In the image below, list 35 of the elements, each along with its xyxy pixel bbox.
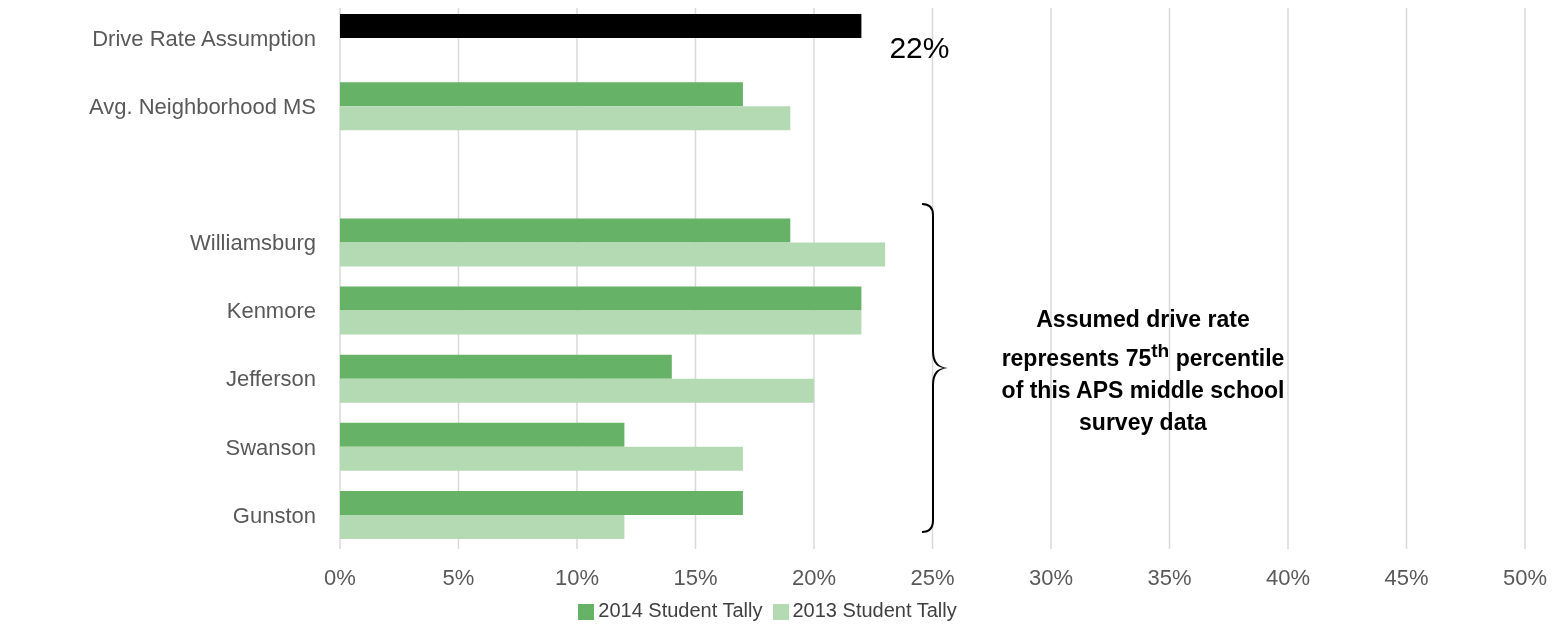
bar: [340, 310, 862, 335]
bar: [340, 242, 886, 267]
bar: [340, 422, 625, 447]
y-tick-label: Jefferson: [225, 366, 316, 392]
x-tick-label: 25%: [910, 564, 955, 590]
bar: [340, 354, 672, 379]
x-tick-label: 0%: [324, 564, 356, 590]
x-tick-label: 10%: [554, 564, 600, 590]
x-tick-label: 35%: [1147, 564, 1192, 590]
bar: [340, 446, 743, 471]
x-tick-label: 50%: [1502, 564, 1548, 590]
y-tick-label: Swanson: [225, 434, 316, 460]
x-tick-label: 30%: [1028, 564, 1074, 590]
x-tick-label: 20%: [791, 564, 837, 590]
y-tick-label: Drive Rate Assumption: [92, 25, 316, 51]
y-tick-label: Kenmore: [226, 298, 316, 324]
annotation: Assumed drive rate represents 75$^{th}$ percentile of this APS middle school survey data: [1000, 305, 1286, 437]
bar: [340, 286, 862, 311]
x-tick-label: 40%: [1265, 564, 1311, 590]
legend-label: 2014 Student Tally: [598, 599, 763, 621]
legend-label: 2013 Student Tally: [792, 599, 957, 621]
x-tick-label: 5%: [442, 564, 475, 590]
bar: [340, 218, 791, 243]
bar: [340, 514, 625, 539]
data-label: 22%: [889, 31, 950, 64]
bar: [340, 378, 814, 403]
bar: [340, 14, 862, 38]
bar: [340, 106, 791, 131]
x-tick-label: 15%: [673, 564, 718, 590]
bar: [340, 490, 743, 515]
y-tick-label: Williamsburg: [190, 230, 316, 256]
y-tick-label: Gunston: [232, 502, 316, 528]
y-tick-label: Avg. Neighborhood MS: [88, 94, 316, 119]
x-tick-label: 45%: [1384, 564, 1429, 590]
bar: [340, 82, 743, 107]
